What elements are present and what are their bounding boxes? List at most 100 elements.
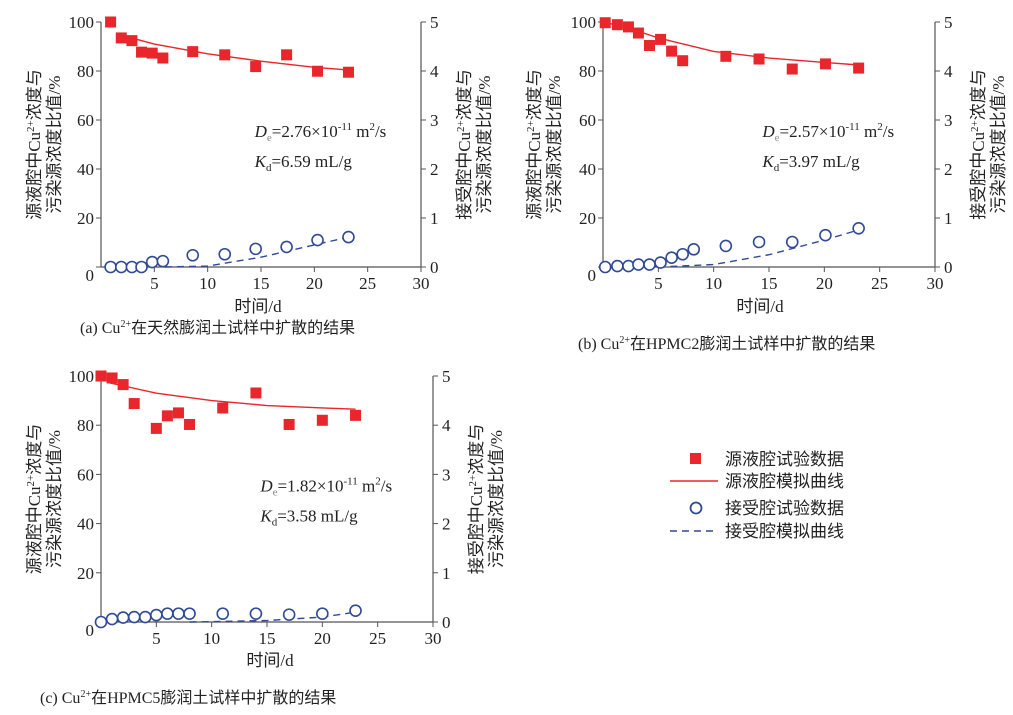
source-data-point [342, 66, 354, 78]
y-tick-label-right: 3 [430, 111, 439, 130]
y-tick-label-right: 2 [442, 515, 451, 534]
label-part: 浓度与 [969, 69, 988, 120]
source-data-point [126, 35, 138, 47]
kd-symbol: K [254, 152, 268, 171]
receive-data-point [654, 256, 667, 269]
legend-label-source-fit: 源液腔模拟曲线 [725, 472, 844, 491]
legend-marker-source-exp [690, 453, 701, 464]
label-part: 浓度与 [525, 69, 544, 120]
y-tick-label-right: 0 [944, 258, 953, 277]
y-tick-label-left: 100 [69, 13, 95, 32]
y-tick-label-left: 0 [86, 266, 95, 285]
x-tick-label: 5 [150, 274, 159, 293]
receive-data-point [280, 240, 293, 254]
y-tick-label-right: 2 [944, 160, 953, 179]
label-superscript: 2+ [467, 475, 479, 487]
receive-data-point [342, 230, 355, 244]
y-tick-label-right: 1 [442, 564, 451, 583]
de-unit-tail: /s [375, 122, 386, 141]
receive-data-point [216, 607, 230, 620]
y-tick-label-right: 0 [430, 258, 439, 277]
y-tick-label-left: 80 [77, 416, 94, 435]
receive-fit-line [164, 236, 347, 268]
legend-label-receive-exp: 接受腔试验数据 [725, 499, 844, 518]
receive-data-point [127, 610, 141, 624]
receive-data-point [665, 251, 678, 264]
receive-data-point [819, 228, 832, 242]
x-tick-label: 20 [314, 629, 331, 648]
source-data-point [136, 46, 148, 58]
receive-data-point [785, 235, 799, 249]
x-tick-label: 30 [927, 274, 944, 293]
receive-data-point [311, 233, 324, 247]
receive-data-point [249, 607, 263, 620]
receive-data-point [598, 260, 612, 274]
source-data-point [95, 370, 107, 382]
label-superscript: 2+ [25, 475, 37, 487]
y-tick-label-left: 60 [579, 111, 596, 130]
x-tick-label: 20 [306, 274, 323, 293]
x-tick-label: 25 [359, 274, 376, 293]
receive-data-point [183, 607, 196, 620]
source-data-point [312, 65, 324, 77]
source-data-point [655, 33, 667, 45]
y-axis-label-left-line1: 源液腔中Cu2+浓度与 [525, 69, 544, 220]
kd-subscript: d [774, 162, 780, 174]
annotation-de: De=2.57×10-11 m2/s [761, 121, 894, 144]
de-symbol: D [259, 477, 273, 496]
y-axis-label-left-line1: 源液腔中Cu2+浓度与 [25, 424, 44, 575]
caption-text: 在HPMC2膨润土试样中扩散的结果 [630, 335, 875, 353]
x-tick-label: 10 [705, 274, 722, 293]
receive-data-point [135, 260, 148, 274]
de-value: =2.57×10 [780, 122, 846, 141]
y-tick-label-left: 20 [579, 209, 596, 228]
x-tick-label: 15 [259, 629, 276, 648]
source-data-point [184, 418, 196, 430]
y-tick-label-left: 60 [77, 465, 94, 484]
kd-symbol: K [259, 507, 273, 526]
caption-prefix: (b) Cu [578, 336, 619, 353]
de-exponent: -11 [845, 121, 859, 133]
source-data-point [632, 27, 644, 39]
y-tick-label-right: 3 [944, 111, 953, 130]
y-tick-label-right: 4 [944, 62, 953, 81]
source-data-point [786, 63, 798, 75]
legend-label-receive-fit: 接受腔模拟曲线 [725, 522, 844, 541]
caption-superscript: 2+ [619, 335, 630, 346]
y-tick-label-right: 5 [944, 13, 953, 32]
kd-value: =3.58 mL/g [277, 507, 358, 526]
receive-data-point [138, 610, 152, 624]
x-tick-label: 10 [203, 629, 220, 648]
source-data-point [283, 418, 295, 430]
receive-data-point [150, 608, 163, 622]
y-tick-label-left: 40 [579, 160, 596, 179]
de-unit-tail: /s [381, 477, 392, 496]
legend-marker-receive-exp [689, 501, 703, 515]
y-tick-label-left: 40 [77, 515, 94, 534]
x-tick-label: 10 [199, 274, 216, 293]
receive-data-point [852, 221, 865, 235]
caption-prefix: (a) Cu [80, 320, 120, 337]
receive-data-point [114, 260, 128, 274]
kd-subscript: d [272, 517, 278, 529]
y-tick-label-left: 20 [77, 564, 94, 583]
de-unit: m [860, 122, 877, 141]
label-superscript: 2+ [525, 120, 537, 132]
caption-text: 在天然膨润土试样中扩散的结果 [131, 319, 355, 337]
source-data-point [161, 410, 173, 422]
receive-fit-line [189, 611, 356, 623]
de-symbol: D [254, 122, 268, 141]
label-superscript: 2+ [455, 120, 467, 132]
source-data-point [677, 55, 689, 67]
y-tick-label-left: 40 [77, 160, 94, 179]
x-tick-label: 15 [761, 274, 778, 293]
x-tick-label: 25 [871, 274, 888, 293]
de-symbol: D [761, 122, 775, 141]
source-data-point [187, 46, 199, 58]
label-part: 接受腔中Cu [467, 486, 486, 574]
de-unit-superscript: 2 [375, 476, 381, 488]
annotation-de: De=2.76×10-11 m2/s [254, 121, 387, 144]
y-axis-label-left-line2: 污染源浓度比值/% [545, 76, 564, 214]
de-value: =1.82×10 [278, 477, 344, 496]
